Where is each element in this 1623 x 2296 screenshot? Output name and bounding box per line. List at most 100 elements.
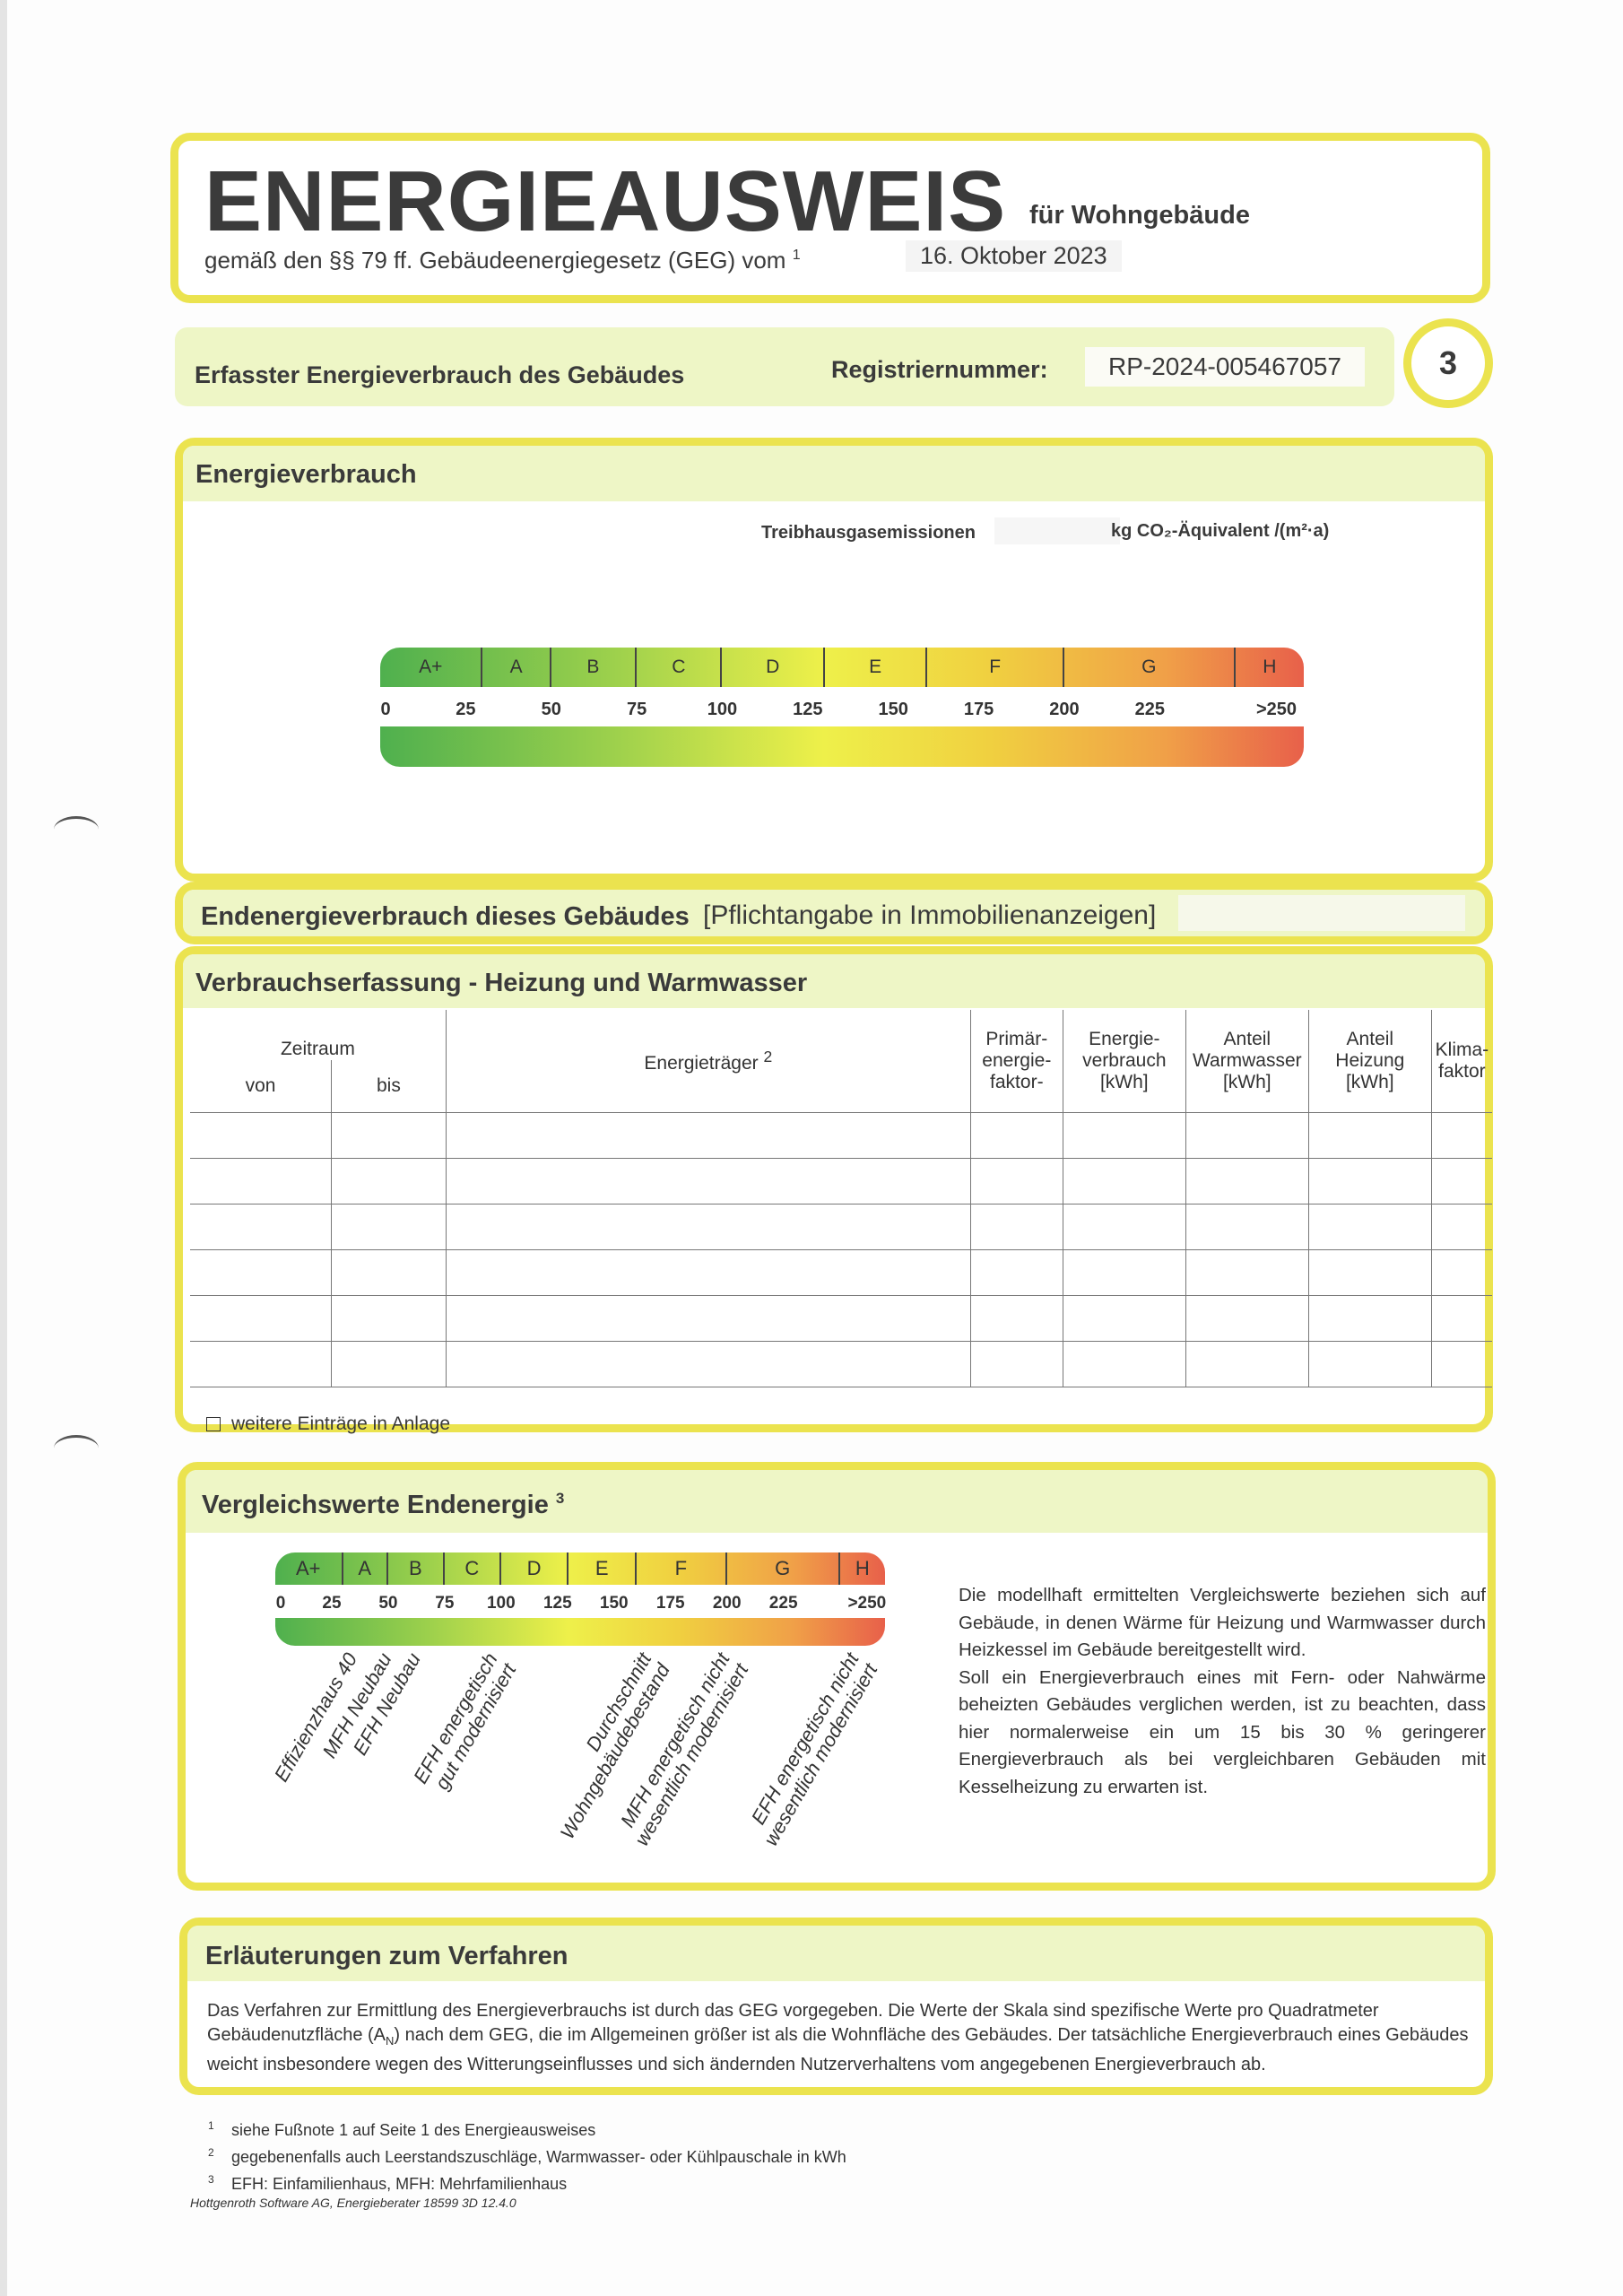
table-cell[interactable] — [1185, 1203, 1309, 1250]
table-cell[interactable] — [445, 1340, 971, 1387]
table-cell[interactable] — [1062, 1294, 1186, 1342]
table-cell[interactable] — [1062, 1340, 1186, 1387]
efficiency-class-d: D — [501, 1552, 569, 1585]
punch-hole-mark — [54, 1435, 99, 1462]
final-energy-box: Endenergieverbrauch dieses Gebäudes [Pfl… — [175, 882, 1493, 944]
footnote-text: EFH: Einfamilienhaus, MFH: Mehrfamilienh… — [231, 2175, 568, 2193]
table-cell[interactable] — [969, 1111, 1063, 1159]
checkbox-icon[interactable] — [206, 1417, 221, 1431]
table-cell[interactable] — [331, 1248, 447, 1296]
table-cell[interactable] — [331, 1340, 447, 1387]
section-title: Endenergieverbrauch dieses Gebäudes — [201, 902, 690, 931]
table-cell[interactable] — [1307, 1248, 1432, 1296]
subscript: N — [386, 2034, 395, 2048]
table-cell[interactable] — [190, 1111, 333, 1159]
table-row — [190, 1111, 1492, 1159]
scale-tick-label: 0 — [380, 700, 391, 719]
section-title-text: Vergleichswerte Endenergie — [202, 1490, 549, 1519]
efficiency-class-d: D — [722, 648, 825, 687]
explanation-box: Erläuterungen zum Verfahren Das Verfahre… — [179, 1918, 1493, 2095]
section-header: Energieverbrauch — [183, 446, 1485, 501]
registration-number: RP-2024-005467057 — [1085, 347, 1365, 387]
table-cell[interactable] — [190, 1157, 333, 1205]
table-cell[interactable] — [969, 1248, 1063, 1296]
col-consumption: Energie- verbrauch [kWh] — [1062, 1010, 1186, 1113]
scale-tick-label: 225 — [1134, 700, 1166, 719]
table-cell[interactable] — [1307, 1340, 1432, 1387]
table-cell[interactable] — [1185, 1157, 1309, 1205]
energy-consumption-box: Energieverbrauch Treibhausgasemissionen … — [175, 438, 1493, 882]
table-cell[interactable] — [1185, 1340, 1309, 1387]
table-cell[interactable] — [1062, 1248, 1186, 1296]
efficiency-class-f: F — [927, 648, 1064, 687]
scale-tick-label: >250 — [1255, 700, 1297, 719]
efficiency-class-a: A — [482, 648, 551, 687]
table-cell[interactable] — [969, 1157, 1063, 1205]
table-cell[interactable] — [331, 1203, 447, 1250]
scale-tick-label: 0 — [275, 1594, 286, 1613]
footnote-text: siehe Fußnote 1 auf Seite 1 des Energiea… — [231, 2121, 596, 2139]
section-title: Erläuterungen zum Verfahren — [205, 1942, 568, 1970]
table-cell[interactable] — [445, 1157, 971, 1205]
scale-tick-label: 100 — [707, 700, 738, 719]
table-cell[interactable] — [1430, 1111, 1492, 1159]
table-cell[interactable] — [1307, 1111, 1432, 1159]
table-cell[interactable] — [969, 1294, 1063, 1342]
subheader-band: Erfasster Energieverbrauch des Gebäudes … — [175, 327, 1394, 406]
scale-tick-label: 50 — [378, 1594, 398, 1613]
punch-hole-mark — [54, 816, 99, 843]
table-cell[interactable] — [331, 1157, 447, 1205]
consumption-record-box: Verbrauchserfassung - Heizung und Warmwa… — [175, 946, 1493, 1435]
table-cell[interactable] — [1307, 1157, 1432, 1205]
table-cell[interactable] — [331, 1111, 447, 1159]
scale-tick-label: 225 — [768, 1594, 798, 1613]
table-cell[interactable] — [969, 1203, 1063, 1250]
efficiency-class-a: A — [343, 1552, 388, 1585]
section-header: Verbrauchserfassung - Heizung und Warmwa… — [183, 954, 1485, 1008]
table-cell[interactable] — [1430, 1157, 1492, 1205]
table-cell[interactable] — [190, 1340, 333, 1387]
table-cell[interactable] — [1430, 1248, 1492, 1296]
more-entries-checkbox[interactable]: weitere Einträge in Anlage — [206, 1413, 450, 1435]
table-cell[interactable] — [1185, 1111, 1309, 1159]
comparison-explanation: Die modellhaft ermittelten Vergleichswer… — [959, 1585, 1486, 1797]
table-cell[interactable] — [969, 1340, 1063, 1387]
table-cell[interactable] — [331, 1294, 447, 1342]
section-title: Erfasster Energieverbrauch des Gebäudes — [195, 361, 685, 388]
registration-label: Registriernummer: — [831, 356, 1048, 383]
table-cell[interactable] — [1062, 1111, 1186, 1159]
text: ) nach dem GEG, die im Allgemeinen größe… — [207, 2025, 1469, 2074]
footnote-ref: 3 — [555, 1490, 565, 1507]
comparison-box: Vergleichswerte Endenergie 3 A+ A B C D E F G H 0… — [178, 1462, 1496, 1891]
efficiency-class-b: B — [551, 648, 638, 687]
table-cell[interactable] — [1307, 1203, 1432, 1250]
ghg-value-field — [994, 517, 1120, 544]
final-energy-value-field — [1178, 895, 1465, 931]
efficiency-class-c: C — [445, 1552, 501, 1585]
table-cell[interactable] — [190, 1203, 333, 1250]
table-cell[interactable] — [1062, 1203, 1186, 1250]
table-cell[interactable] — [445, 1294, 971, 1342]
table-cell[interactable] — [445, 1203, 971, 1250]
table-cell[interactable] — [445, 1111, 971, 1159]
table-cell[interactable] — [1062, 1157, 1186, 1205]
table-cell[interactable] — [1430, 1340, 1492, 1387]
table-cell[interactable] — [1185, 1294, 1309, 1342]
table-row — [190, 1340, 1492, 1387]
table-cell[interactable] — [1307, 1294, 1432, 1342]
section-title: Vergleichswerte Endenergie 3 — [202, 1490, 564, 1520]
table-cell[interactable] — [445, 1248, 971, 1296]
efficiency-class-g: G — [727, 1552, 840, 1585]
col-to: bis — [331, 1060, 447, 1113]
energy-scale: A+ A B C D E F G H 0 25 50 75 100 125 150 175 200 225 >250 — [380, 648, 1304, 769]
table-cell[interactable] — [1430, 1294, 1492, 1342]
table-cell[interactable] — [190, 1248, 333, 1296]
section-header: Erläuterungen zum Verfahren — [187, 1926, 1485, 1981]
scale-tick-label: 200 — [712, 1594, 742, 1613]
table-cell[interactable] — [1185, 1248, 1309, 1296]
table-row — [190, 1248, 1492, 1296]
table-cell[interactable] — [1430, 1203, 1492, 1250]
efficiency-class-h: H — [855, 1557, 870, 1579]
footnote-ref: 1 — [792, 248, 801, 264]
table-cell[interactable] — [190, 1294, 333, 1342]
